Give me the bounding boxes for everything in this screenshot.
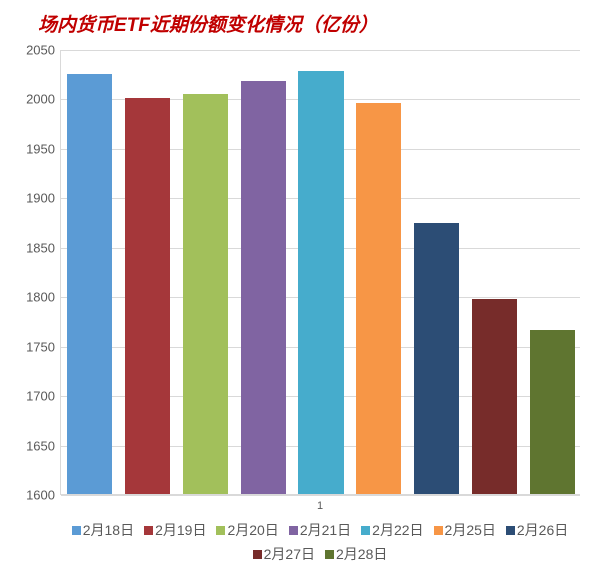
- legend-label: 2月27日: [264, 544, 315, 564]
- y-tick-label: 1950: [26, 141, 55, 156]
- legend-item: 2月26日: [506, 520, 568, 540]
- legend-item: 2月20日: [216, 520, 278, 540]
- legend-item: 2月27日: [253, 544, 315, 564]
- y-tick-label: 1800: [26, 290, 55, 305]
- bar: [472, 299, 517, 494]
- legend-swatch: [253, 550, 262, 559]
- legend-label: 2月20日: [227, 520, 278, 540]
- x-axis-category-label: 1: [60, 500, 580, 512]
- gridline: [61, 495, 580, 496]
- legend-label: 2月26日: [517, 520, 568, 540]
- legend-item: 2月18日: [72, 520, 134, 540]
- y-tick-label: 2000: [26, 92, 55, 107]
- y-tick-label: 1850: [26, 240, 55, 255]
- legend-swatch: [216, 526, 225, 535]
- chart-title: 场内货币ETF近期份额变化情况（亿份）: [38, 10, 378, 37]
- y-tick-label: 1650: [26, 438, 55, 453]
- legend-item: 2月19日: [144, 520, 206, 540]
- legend-item: 2月25日: [434, 520, 496, 540]
- legend-item: 2月22日: [361, 520, 423, 540]
- legend-item: 2月28日: [325, 544, 387, 564]
- legend-label: 2月21日: [300, 520, 351, 540]
- chart-container: 场内货币ETF近期份额变化情况（亿份） 1 2月18日 2月19日 2月20日 2月2…: [0, 0, 600, 585]
- bar: [414, 223, 459, 494]
- legend-swatch: [289, 526, 298, 535]
- legend-label: 2月25日: [445, 520, 496, 540]
- bar: [356, 103, 401, 494]
- legend-label: 2月28日: [336, 544, 387, 564]
- legend-swatch: [144, 526, 153, 535]
- legend-label: 2月18日: [83, 520, 134, 540]
- y-tick-label: 1900: [26, 191, 55, 206]
- legend-item: 2月21日: [289, 520, 351, 540]
- y-tick-label: 1750: [26, 339, 55, 354]
- bar: [241, 81, 286, 494]
- legend: 2月18日 2月19日 2月20日 2月21日 2月22日 2月25日 2月26日 2月27日…: [60, 520, 580, 564]
- legend-swatch: [325, 550, 334, 559]
- legend-swatch: [72, 526, 81, 535]
- legend-label: 2月19日: [155, 520, 206, 540]
- y-tick-label: 1700: [26, 389, 55, 404]
- legend-swatch: [361, 526, 370, 535]
- bar: [125, 98, 170, 494]
- gridline: [61, 50, 580, 51]
- y-tick-label: 1600: [26, 488, 55, 503]
- bar: [298, 71, 343, 494]
- bar: [530, 330, 575, 494]
- plot-area: [60, 50, 580, 495]
- bar: [67, 74, 112, 494]
- legend-swatch: [506, 526, 515, 535]
- legend-swatch: [434, 526, 443, 535]
- legend-label: 2月22日: [372, 520, 423, 540]
- y-tick-label: 2050: [26, 43, 55, 58]
- bar: [183, 94, 228, 495]
